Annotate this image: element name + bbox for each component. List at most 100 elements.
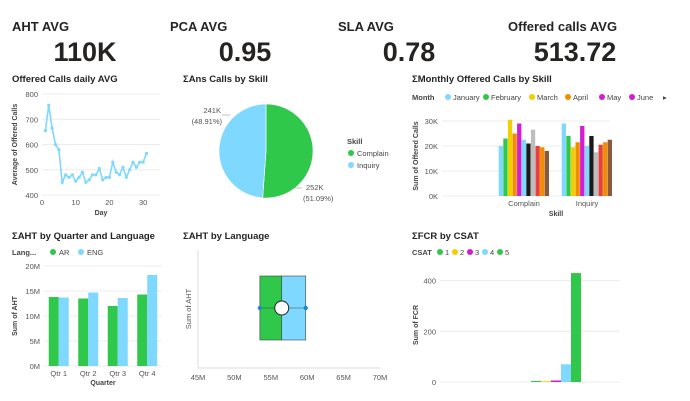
- daily-xaxis-label: Day: [95, 210, 108, 217]
- language-yaxis-label: Sum of AHT: [184, 288, 193, 329]
- pie-legend-item: Inquiry: [357, 161, 380, 170]
- quarter-ytick-label: 0M: [30, 362, 40, 371]
- kpi-sla-value: 0.78: [382, 37, 436, 67]
- monthly-legend-item: June: [637, 93, 653, 102]
- fcr-legend-title: CSAT: [412, 248, 432, 257]
- monthly-legend-title: Month: [412, 93, 435, 102]
- pie-slice-inquiry: [218, 103, 267, 199]
- daily-xtick-label: 0: [40, 198, 44, 207]
- language-chart-title: ΣAHT by Language: [183, 231, 270, 242]
- fcr-legend-item: 2: [460, 248, 464, 257]
- kpi-pca-title: PCA AVG: [170, 19, 228, 34]
- language-xtick-label: 65M: [336, 373, 351, 382]
- monthly-ytick-label: 20K: [425, 142, 438, 151]
- language-xtick-label: 60M: [300, 373, 315, 382]
- monthly-legend-swatch: [565, 94, 571, 100]
- pie-legend-title: Skill: [347, 137, 362, 146]
- quarter-legend-item: ENG: [87, 248, 103, 257]
- monthly-xaxis-label: Skill: [549, 211, 563, 218]
- daily-point: [121, 165, 125, 169]
- quarter-bar: [137, 294, 148, 366]
- monthly-legend-swatch: [629, 94, 635, 100]
- fcr-ytick-label: 0: [432, 378, 436, 387]
- ans-chart-title: ΣAns Calls by Skill: [183, 74, 268, 85]
- daily-point: [64, 173, 68, 177]
- monthly-bar: [570, 147, 576, 196]
- monthly-bar: [593, 152, 599, 196]
- monthly-legend-item: February: [491, 93, 521, 102]
- fcr-bar: [561, 364, 571, 382]
- kpi-offered-value: 513.72: [533, 37, 617, 67]
- daily-point: [111, 160, 115, 164]
- fcr-bar: [531, 380, 541, 382]
- quarter-bar: [147, 275, 158, 366]
- pie-label-value: 241K: [203, 106, 221, 115]
- daily-ytick-label: 600: [25, 141, 38, 150]
- daily-ytick-label: 800: [25, 90, 38, 99]
- kpi-sla-title: SLA AVG: [338, 19, 394, 34]
- monthly-bar: [561, 123, 566, 196]
- monthly-legend-swatch: [529, 94, 535, 100]
- language-xtick-label: 55M: [264, 373, 279, 382]
- daily-point: [134, 165, 138, 169]
- quarter-legend-swatch: [50, 249, 56, 255]
- quarter-legend-title: Lang...: [12, 248, 36, 257]
- daily-point: [138, 160, 142, 164]
- monthly-bar: [603, 142, 608, 196]
- daily-xtick-label: 20: [105, 198, 113, 207]
- fcr-legend-swatch: [497, 249, 503, 255]
- pie-label-pct: (51.09%): [303, 194, 334, 203]
- monthly-bar: [544, 151, 549, 196]
- daily-point: [80, 170, 85, 174]
- quarter-legend-item: AR: [59, 248, 70, 257]
- pie-label-value: 252K: [306, 183, 324, 192]
- monthly-bar: [503, 138, 508, 196]
- quarter-xtick-label: Qtr 2: [80, 369, 97, 378]
- monthly-bar: [575, 142, 580, 196]
- language-min-point: [257, 305, 263, 311]
- fcr-chart-title: ΣFCR by CSAT: [412, 231, 479, 242]
- pie-label-pct: (48.91%): [192, 117, 223, 126]
- daily-point: [67, 175, 71, 179]
- daily-point: [77, 175, 81, 179]
- language-xtick-label: 50M: [227, 373, 242, 382]
- quarter-xtick-label: Qtr 3: [109, 369, 126, 378]
- daily-ytick-label: 500: [25, 166, 38, 175]
- fcr-legend-item: 3: [475, 248, 479, 257]
- quarter-bar: [117, 298, 128, 366]
- daily-point: [70, 173, 74, 177]
- pie-legend-swatch: [348, 150, 354, 156]
- daily-point: [47, 103, 51, 107]
- monthly-xtick-label: Complain: [508, 199, 540, 208]
- monthly-bar: [521, 139, 526, 196]
- monthly-bar: [507, 119, 513, 196]
- fcr-bar: [541, 381, 551, 382]
- daily-point: [60, 180, 64, 184]
- daily-xtick-label: 10: [72, 198, 80, 207]
- monthly-legend-swatch: [445, 94, 451, 100]
- daily-point: [101, 178, 105, 182]
- kpi-offered-title: Offered calls AVG: [508, 19, 618, 34]
- kpi-aht-value: 110K: [53, 37, 117, 67]
- language-mean-marker: [274, 300, 290, 316]
- monthly-legend-item: March: [537, 93, 558, 102]
- monthly-bar: [540, 147, 545, 196]
- fcr-legend-item: 1: [445, 248, 449, 257]
- monthly-legend-swatch: [483, 94, 489, 100]
- quarter-bar: [78, 298, 89, 366]
- language-max-point: [303, 305, 308, 311]
- daily-ytick-label: 700: [25, 115, 38, 124]
- daily-point: [104, 175, 108, 179]
- daily-point: [131, 160, 135, 164]
- quarter-bar: [107, 306, 118, 366]
- quarter-xtick-label: Qtr 4: [139, 369, 156, 378]
- fcr-yaxis-label: Sum of FCR: [413, 305, 420, 345]
- daily-point: [50, 126, 54, 130]
- fcr-ytick-label: 400: [423, 277, 436, 286]
